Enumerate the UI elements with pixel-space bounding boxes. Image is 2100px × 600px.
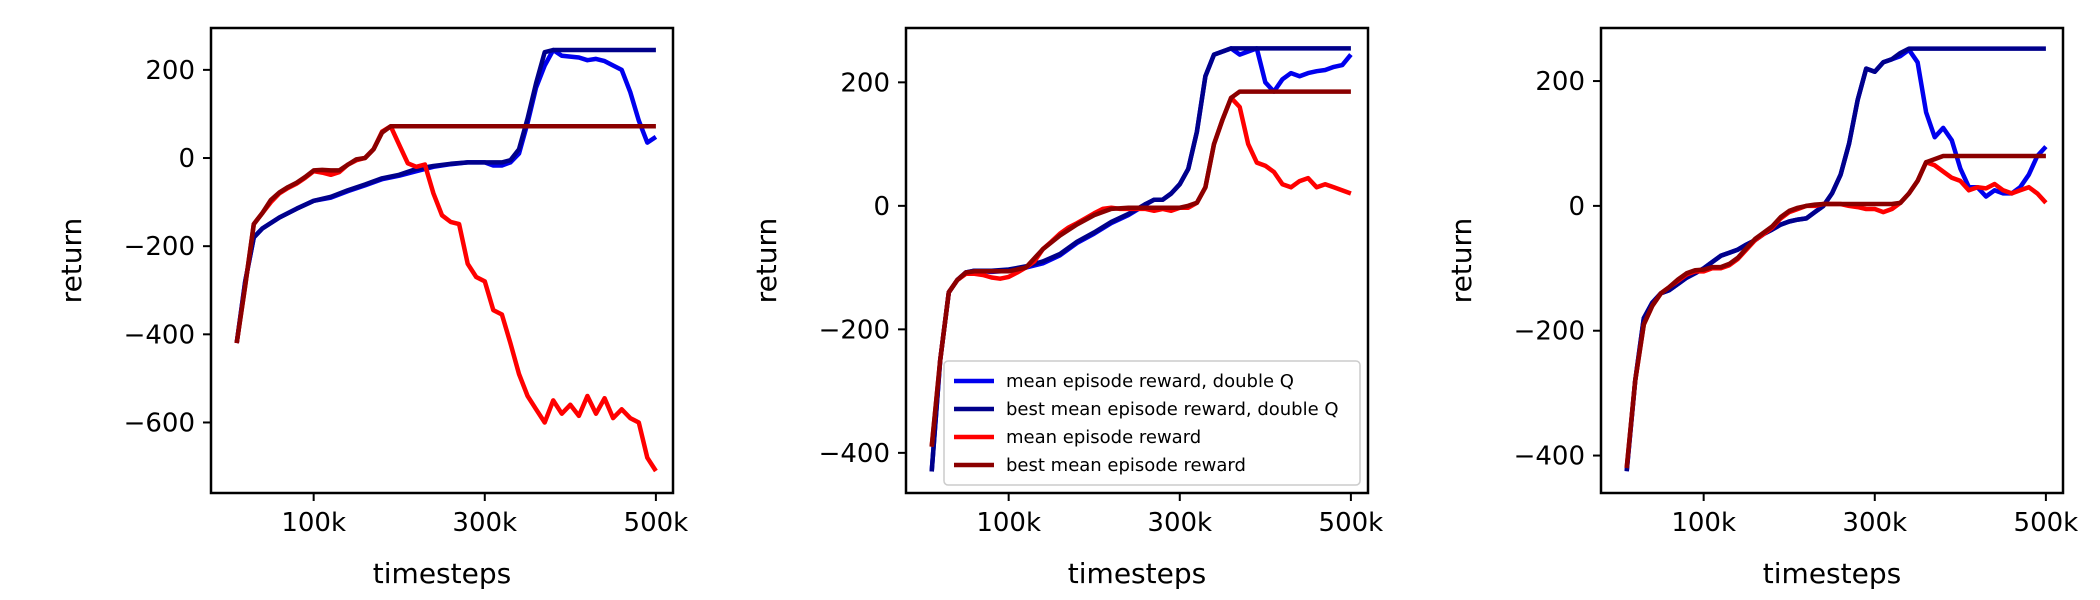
y-axis-label: return [750, 218, 783, 304]
series-line-2 [234, 47, 656, 344]
plot-frame [904, 26, 1370, 495]
chart-panel-1: 100k 300k 500k 200 0 −200 −400 −600 timesteps ret… [55, 26, 689, 590]
x-tick-label: 500k [1319, 508, 1384, 538]
y-tick-label: −600 [124, 408, 195, 438]
y-tick-label: −400 [1514, 442, 1585, 472]
y-tick-label: −400 [819, 439, 890, 469]
y-tick-label: −200 [124, 232, 195, 262]
y-tick-label: −400 [124, 320, 195, 350]
legend-entry: best mean episode reward, double Q [1006, 399, 1339, 420]
y-tick-label: 200 [840, 68, 890, 98]
legend-entry: mean episode reward, double Q [1006, 371, 1294, 392]
x-tick-label: 500k [2014, 508, 2079, 538]
y-tick-label: −200 [819, 315, 890, 345]
x-tick-label: 100k [281, 508, 346, 538]
legend-box [943, 360, 1361, 486]
y-axis-label: return [55, 218, 88, 304]
chart-panel-3: 100k 300k 500k 200 0 −200 −400 timesteps return [1445, 26, 2079, 590]
plot-frame [1599, 26, 2065, 495]
x-axis-label: timesteps [373, 557, 511, 590]
y-tick-label: 200 [145, 56, 195, 86]
plot-frame [209, 26, 675, 495]
series-line-2 [1624, 46, 2046, 472]
x-axis-label: timesteps [1763, 557, 1901, 590]
x-tick-label: 300k [1842, 508, 1907, 538]
chart-panel-2: 100k 300k 500k 200 0 −200 −400 timesteps return m… [750, 26, 1384, 590]
series-line-3 [1624, 159, 2048, 469]
series-line-4 [234, 124, 656, 344]
series-line-4 [929, 89, 1351, 447]
y-tick-label: 0 [178, 144, 195, 174]
x-tick-label: 300k [1147, 508, 1212, 538]
y-axis-label: return [1445, 218, 1478, 304]
legend-entry: mean episode reward [1006, 427, 1201, 448]
y-tick-label: 200 [1535, 67, 1585, 97]
x-tick-label: 500k [624, 508, 689, 538]
y-tick-label: 0 [1568, 192, 1585, 222]
legend-entry: best mean episode reward [1006, 455, 1246, 476]
x-tick-label: 300k [452, 508, 517, 538]
x-tick-label: 100k [1671, 508, 1736, 538]
x-axis-label: timesteps [1068, 557, 1206, 590]
legend: mean episode reward, double Q best mean e… [943, 360, 1361, 486]
series-line-4 [1624, 153, 2046, 469]
y-tick-label: −200 [1514, 317, 1585, 347]
y-tick-label: 0 [873, 192, 890, 222]
series-line-1 [234, 47, 658, 344]
series-line-1 [1624, 47, 2048, 472]
x-tick-label: 100k [976, 508, 1041, 538]
